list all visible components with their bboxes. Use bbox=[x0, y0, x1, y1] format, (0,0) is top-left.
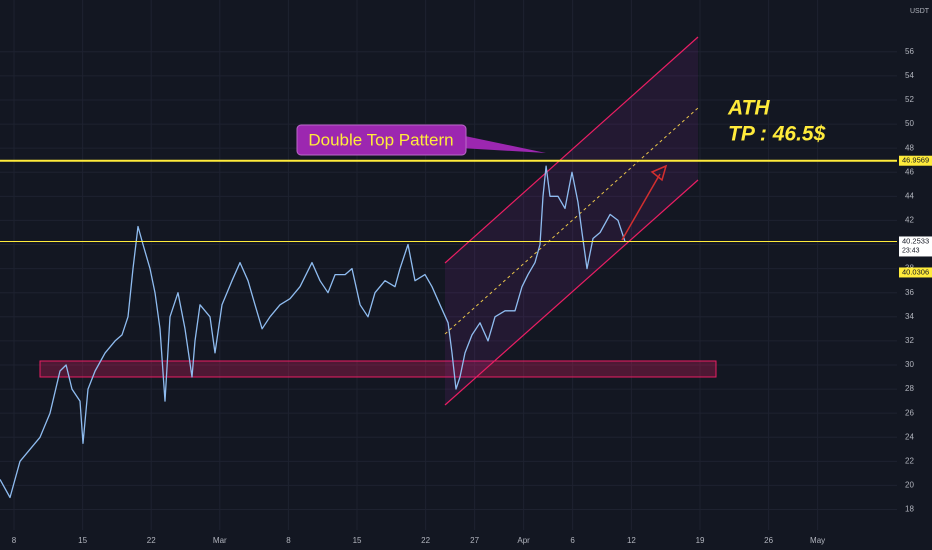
x-tick-label: 26 bbox=[764, 536, 773, 545]
grid bbox=[0, 0, 897, 530]
currency: USDT bbox=[910, 8, 930, 15]
y-tick-label: 48 bbox=[905, 143, 914, 152]
y-tick-label: 36 bbox=[905, 288, 914, 297]
arrow bbox=[621, 173, 661, 241]
x-tick-label: 8 bbox=[286, 536, 291, 545]
price-tag-label: 46.9569 bbox=[902, 156, 929, 165]
price-line bbox=[0, 165, 626, 499]
callout-box bbox=[296, 124, 467, 156]
price-tag-label: 40.0306 bbox=[902, 267, 929, 276]
x-tick-label: 8 bbox=[12, 536, 17, 545]
x-tick-label: 22 bbox=[147, 536, 156, 545]
x-tick-label: May bbox=[810, 536, 825, 545]
price-tag bbox=[899, 236, 932, 257]
x-tick-label: Apr bbox=[517, 536, 530, 545]
arrow-head bbox=[650, 164, 668, 182]
x-tick-label: 6 bbox=[570, 536, 575, 545]
y-tick-label: 28 bbox=[905, 384, 914, 393]
x-tick-label: Mar bbox=[213, 536, 227, 545]
y-tick-label: 52 bbox=[905, 95, 914, 104]
y-tick-label: 44 bbox=[905, 191, 914, 200]
x-tick-label: 27 bbox=[470, 536, 479, 545]
x-tick-label: 15 bbox=[78, 536, 87, 545]
y-tick-label: 20 bbox=[905, 481, 914, 490]
price-tag bbox=[899, 155, 932, 166]
x-tick-label: 15 bbox=[353, 536, 362, 545]
callout-pointer bbox=[460, 135, 546, 153]
y-tick-label: 46 bbox=[905, 167, 914, 176]
plot bbox=[0, 159, 897, 499]
price-tag bbox=[899, 267, 932, 278]
price-tag-label: 40.2533 bbox=[902, 236, 929, 245]
y-tick-label: 30 bbox=[905, 360, 914, 369]
time-axis bbox=[0, 530, 932, 550]
y-tick-label: 26 bbox=[905, 408, 914, 417]
y-tick-label: 56 bbox=[905, 47, 914, 56]
countdown: 23:43 bbox=[902, 247, 920, 254]
y-tick-label: 18 bbox=[905, 505, 914, 514]
x-tick-label: 22 bbox=[421, 536, 430, 545]
channel-lower bbox=[444, 179, 699, 406]
annotation: ATH bbox=[727, 97, 770, 120]
y-tick-label: 32 bbox=[905, 336, 914, 345]
y-tick-label: 54 bbox=[905, 71, 914, 80]
channel-upper bbox=[444, 36, 699, 264]
y-tick-label: 50 bbox=[905, 119, 914, 128]
support-zone bbox=[39, 360, 717, 378]
x-tick-label: 19 bbox=[696, 536, 705, 545]
y-tick-label: 24 bbox=[905, 432, 914, 441]
y-tick-label: 22 bbox=[905, 456, 914, 465]
annotation: Double Top Pattern bbox=[308, 130, 453, 149]
price-axis bbox=[897, 0, 932, 530]
y-tick-label: 34 bbox=[905, 312, 914, 321]
annotation: TP : 46.5$ bbox=[728, 123, 826, 146]
x-tick-label: 12 bbox=[627, 536, 636, 545]
channel-mid bbox=[444, 107, 699, 335]
y-tick-label: 42 bbox=[905, 216, 914, 225]
